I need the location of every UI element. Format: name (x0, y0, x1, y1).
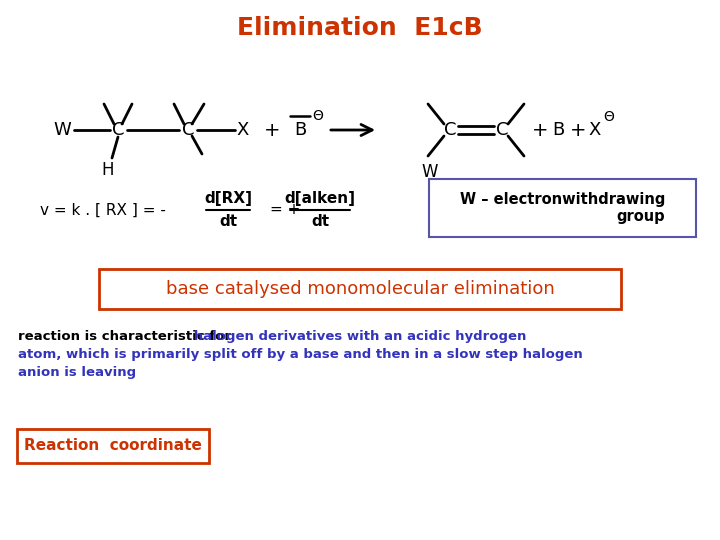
Text: C: C (444, 121, 456, 139)
Text: v = k . [ RX ] = -: v = k . [ RX ] = - (40, 202, 166, 218)
Text: B: B (552, 121, 564, 139)
Text: X: X (589, 121, 601, 139)
Text: W: W (422, 163, 438, 181)
Text: = +: = + (270, 202, 300, 218)
Text: Θ: Θ (312, 109, 323, 123)
Text: W – electronwithdrawing
group: W – electronwithdrawing group (460, 192, 665, 224)
Text: +: + (532, 120, 548, 139)
Text: C: C (181, 121, 194, 139)
Text: X: X (237, 121, 249, 139)
FancyBboxPatch shape (429, 179, 696, 237)
Text: H: H (102, 161, 114, 179)
Text: atom, which is primarily split off by a base and then in a slow step halogen: atom, which is primarily split off by a … (18, 348, 582, 361)
Text: d[RX]: d[RX] (204, 192, 252, 206)
Text: Elimination  E1cB: Elimination E1cB (237, 16, 483, 40)
Text: B: B (294, 121, 306, 139)
Text: Reaction  coordinate: Reaction coordinate (24, 438, 202, 454)
Text: d[alken]: d[alken] (284, 192, 356, 206)
Text: C: C (112, 121, 125, 139)
Text: W: W (53, 121, 71, 139)
Text: +: + (570, 120, 586, 139)
Text: halogen derivatives with an acidic hydrogen: halogen derivatives with an acidic hydro… (18, 330, 526, 343)
Text: base catalysed monomolecular elimination: base catalysed monomolecular elimination (166, 280, 554, 298)
FancyBboxPatch shape (99, 269, 621, 309)
Text: dt: dt (219, 214, 237, 230)
Text: dt: dt (311, 214, 329, 230)
FancyBboxPatch shape (17, 429, 209, 463)
Text: C: C (496, 121, 508, 139)
Text: Θ: Θ (603, 110, 614, 124)
Text: anion is leaving: anion is leaving (18, 366, 136, 379)
Text: +: + (264, 120, 280, 139)
Text: reaction is characteristic for: reaction is characteristic for (18, 330, 235, 343)
